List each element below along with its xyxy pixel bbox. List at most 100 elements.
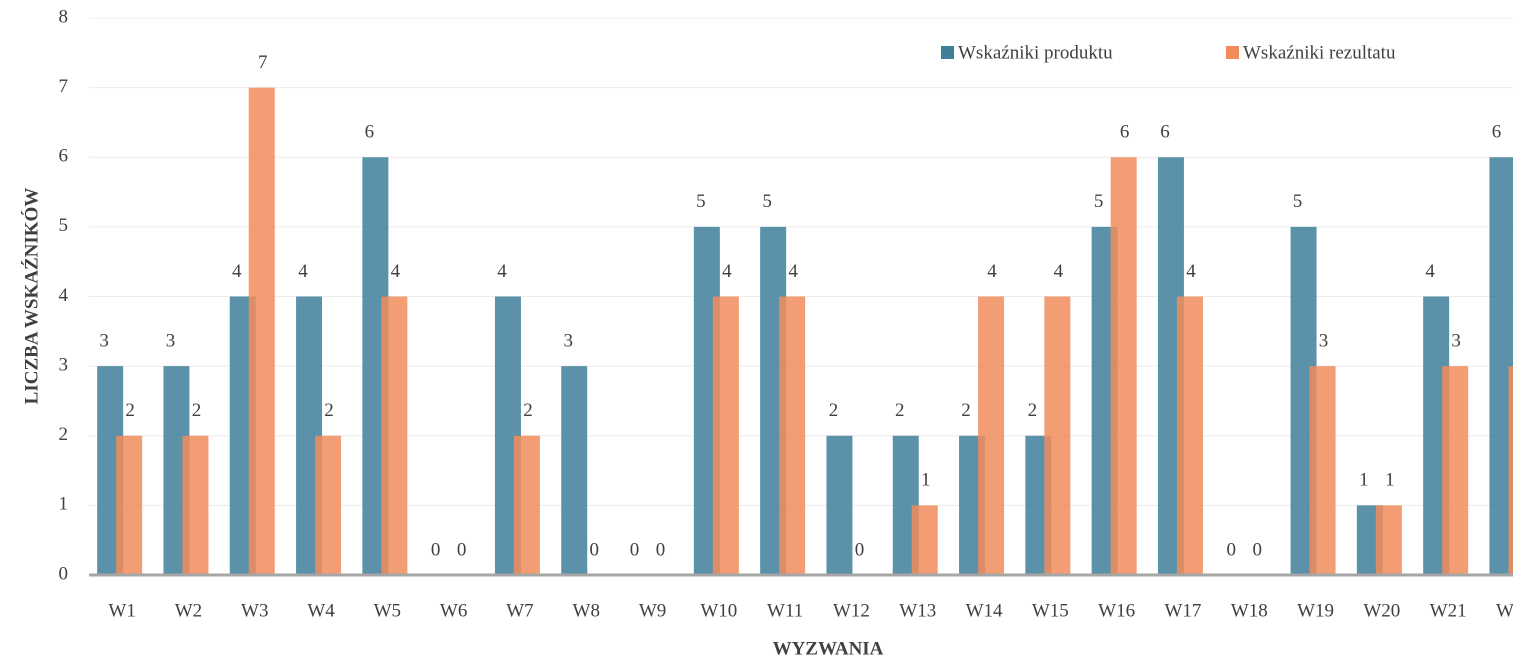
- data-label: 0: [457, 539, 467, 560]
- x-tick-label: W5: [374, 600, 401, 621]
- data-label: 3: [1451, 330, 1461, 351]
- x-tick-label: W10: [700, 600, 737, 621]
- x-tick-label: W19: [1297, 600, 1334, 621]
- legend-swatch: [941, 46, 954, 59]
- x-tick-label: W1: [108, 600, 135, 621]
- x-tick-label: W3: [241, 600, 268, 621]
- y-tick-label: 3: [59, 354, 69, 375]
- legend-label: Wskaźniki produktu: [958, 42, 1113, 63]
- data-label: 1: [921, 470, 931, 491]
- legend-label: Wskaźniki rezultatu: [1243, 42, 1396, 63]
- bar: [1508, 366, 1513, 575]
- data-label: 2: [523, 400, 533, 421]
- data-label: 2: [125, 400, 135, 421]
- data-label: 0: [630, 539, 640, 560]
- y-tick-label: 5: [59, 215, 69, 236]
- x-tick-label: W15: [1032, 600, 1069, 621]
- bar: [381, 296, 408, 575]
- x-tick-label: W17: [1164, 600, 1201, 621]
- x-tick-label: W13: [899, 600, 936, 621]
- y-tick-label: 7: [59, 76, 69, 97]
- bar: [513, 435, 540, 575]
- data-label: 4: [788, 261, 798, 282]
- data-label: 2: [961, 400, 971, 421]
- legend-swatch: [1226, 46, 1239, 59]
- x-axis-title: WYZWANIA: [773, 638, 884, 659]
- data-label: 4: [232, 261, 242, 282]
- bar: [1309, 366, 1336, 575]
- x-tick-label: W6: [440, 600, 467, 621]
- bar: [779, 296, 806, 575]
- data-label: 2: [1028, 400, 1038, 421]
- data-label: 0: [1253, 539, 1263, 560]
- data-label: 4: [1054, 261, 1064, 282]
- data-label: 5: [1293, 191, 1303, 212]
- data-label: 4: [1186, 261, 1196, 282]
- x-tick-label: W20: [1363, 600, 1400, 621]
- bar: [1489, 157, 1513, 575]
- bar: [561, 366, 588, 575]
- data-label: 5: [696, 191, 706, 212]
- data-label: 6: [1120, 122, 1130, 143]
- data-label: 0: [1227, 539, 1237, 560]
- x-tick-label: W9: [639, 600, 666, 621]
- bar: [826, 435, 853, 575]
- data-label: 0: [656, 539, 666, 560]
- bar: [182, 435, 209, 575]
- data-label: 3: [564, 330, 574, 351]
- data-label: 2: [895, 400, 905, 421]
- bar: [978, 296, 1005, 575]
- x-tick-label: W4: [307, 600, 335, 621]
- data-label: 0: [855, 539, 865, 560]
- data-label: 4: [722, 261, 732, 282]
- data-label: 2: [324, 400, 334, 421]
- bar: [248, 87, 275, 575]
- bar: [911, 505, 938, 575]
- data-label: 4: [1425, 261, 1435, 282]
- data-label: 2: [192, 400, 202, 421]
- data-label: 2: [829, 400, 839, 421]
- y-tick-label: 8: [59, 6, 69, 27]
- y-tick-label: 2: [59, 424, 69, 445]
- bar: [1375, 505, 1402, 575]
- data-label: 1: [1385, 470, 1395, 491]
- y-tick-label: 0: [59, 563, 69, 584]
- data-label: 4: [497, 261, 507, 282]
- data-label: 5: [762, 191, 772, 212]
- data-label: 4: [987, 261, 997, 282]
- x-tick-label: W21: [1430, 600, 1467, 621]
- x-tick-label: W14: [966, 600, 1003, 621]
- y-tick-label: 4: [59, 285, 69, 306]
- x-tick-label: W2: [175, 600, 202, 621]
- data-label: 0: [590, 539, 600, 560]
- bar: [1442, 366, 1469, 575]
- data-label: 4: [391, 261, 401, 282]
- y-tick-label: 1: [59, 494, 69, 515]
- data-label: 5: [1094, 191, 1104, 212]
- data-label: 3: [99, 330, 109, 351]
- bar: [1176, 296, 1203, 575]
- data-label: 0: [431, 539, 441, 560]
- x-tick-label: W8: [573, 600, 600, 621]
- y-axis-title: LICZBA WSKAŹNIKÓW: [20, 188, 42, 405]
- x-tick-label: W22: [1496, 600, 1513, 621]
- x-tick-label: W7: [506, 600, 533, 621]
- bar: [116, 435, 143, 575]
- data-label: 1: [1359, 470, 1369, 491]
- data-label: 6: [1160, 122, 1170, 143]
- data-label: 6: [1492, 122, 1502, 143]
- data-label: 6: [365, 122, 375, 143]
- x-tick-label: W11: [767, 600, 803, 621]
- bar: [1110, 157, 1137, 575]
- bar: [315, 435, 342, 575]
- data-label: 3: [166, 330, 176, 351]
- bar: [1044, 296, 1071, 575]
- data-label: 3: [1319, 330, 1329, 351]
- y-tick-label: 6: [59, 146, 69, 167]
- x-tick-label: W18: [1231, 600, 1268, 621]
- data-label: 4: [298, 261, 308, 282]
- x-tick-label: W12: [833, 600, 870, 621]
- x-tick-label: W16: [1098, 600, 1135, 621]
- data-label: 7: [258, 52, 268, 73]
